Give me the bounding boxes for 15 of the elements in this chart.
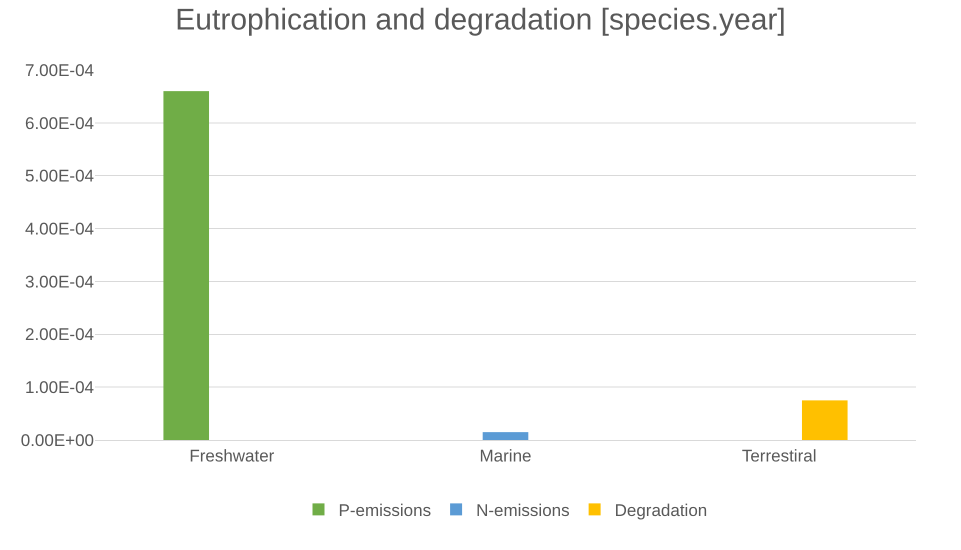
legend-label: Degradation — [614, 500, 708, 520]
legend-label: N-emissions — [476, 500, 570, 520]
y-tick-label: 2.00E-04 — [25, 325, 94, 344]
x-tick-label: Marine — [480, 446, 532, 466]
y-tick-label: 6.00E-04 — [25, 114, 94, 133]
y-tick-label: 0.00E+00 — [20, 430, 94, 450]
y-tick-label: 1.00E-04 — [25, 378, 94, 398]
chart-title: Eutrophication and degradation [species.year] — [175, 3, 786, 36]
y-tick-label: 4.00E-04 — [25, 220, 94, 239]
x-tick-label: Terrestiral — [742, 446, 816, 466]
y-tick-label: 3.00E-04 — [25, 272, 94, 292]
y-tick-label: 7.00E-04 — [25, 60, 94, 80]
x-tick-label: Freshwater — [189, 446, 275, 466]
legend-label: P-emissions — [338, 500, 432, 520]
y-tick-label: 5.00E-04 — [25, 166, 94, 186]
